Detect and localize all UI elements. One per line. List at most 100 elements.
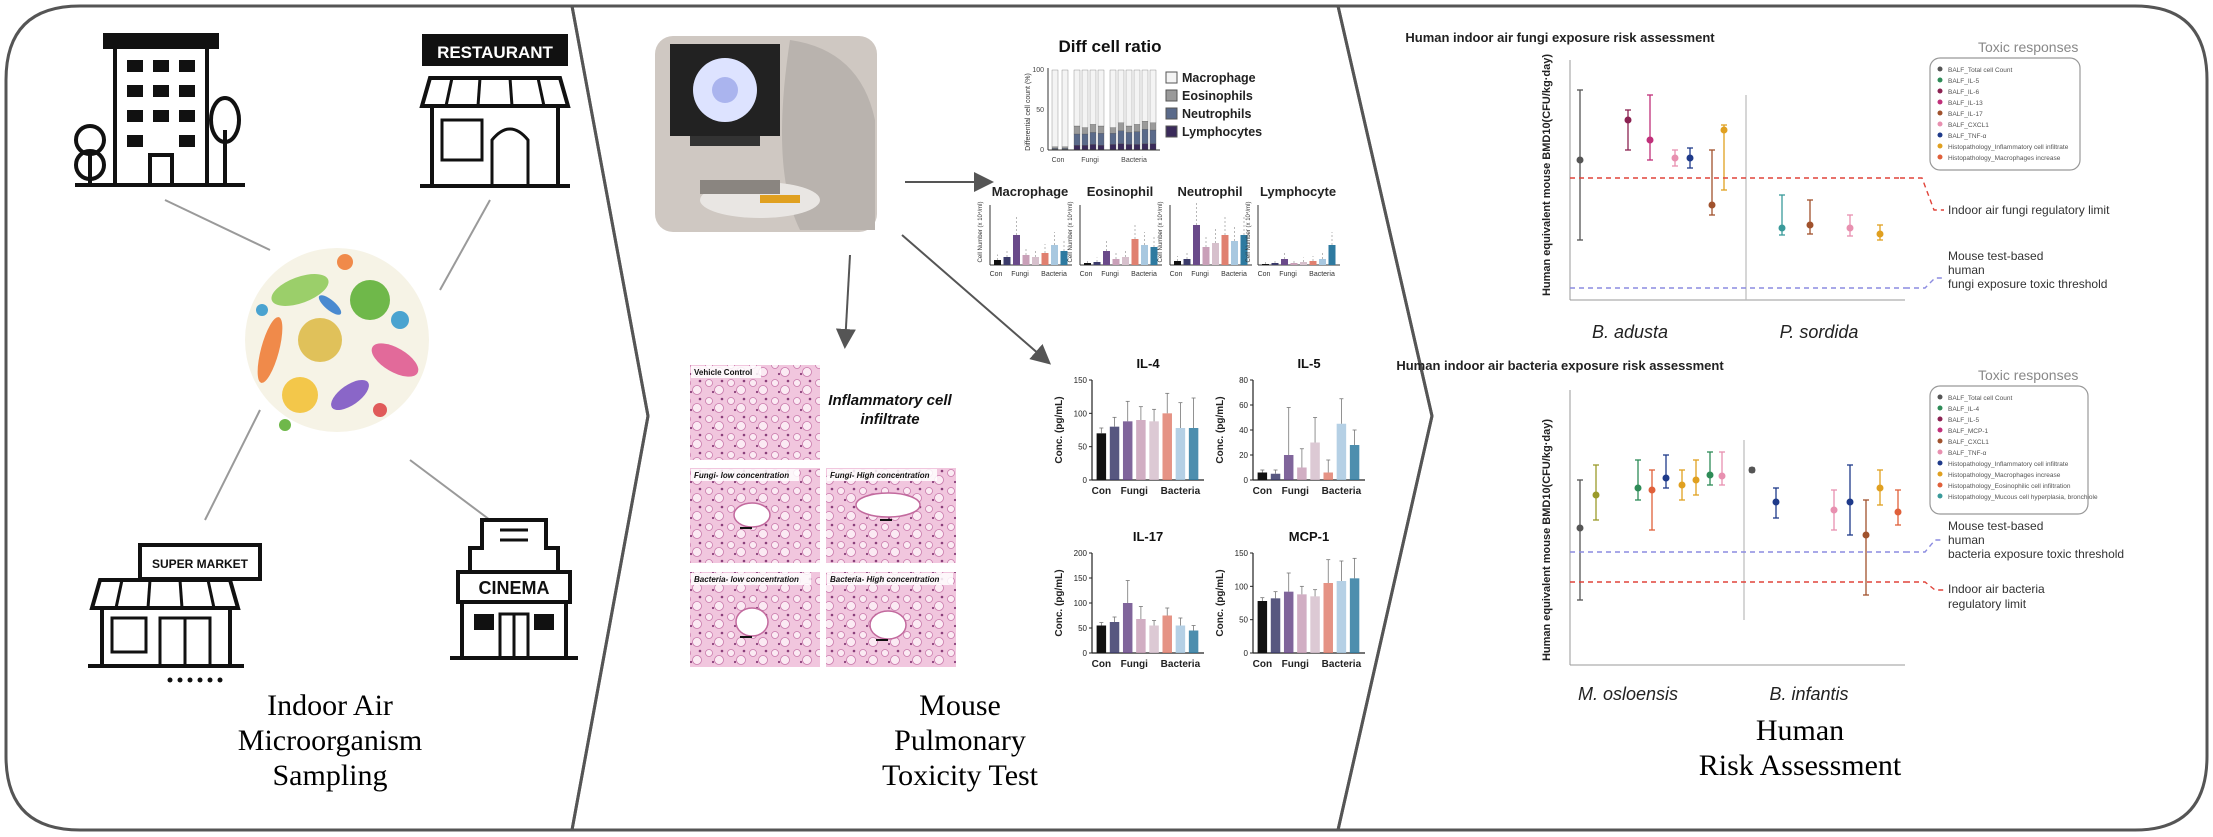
legend-item: BALF_IL-5: [1948, 417, 1979, 424]
cytokine-ytick: 150: [1074, 574, 1088, 583]
bacteria-risk-chart: Human indoor air bacteria exposure risk …: [1396, 358, 2124, 704]
cell-count-bar: [1231, 241, 1238, 265]
cytokine-bar: [1336, 581, 1347, 653]
cell-count-ylabel: Cell Number (x 10⁴/ml): [1067, 202, 1074, 263]
diff-ratio-ytick-50: 50: [1036, 107, 1044, 114]
bacteria-risk-ylabel: Human equivalent mouse BMD10(CFU/kg·day): [1541, 419, 1553, 661]
cytokine-bar: [1283, 591, 1294, 653]
fungi-species-1: B. adusta: [1592, 322, 1668, 342]
legend-item: BALF_MCP-1: [1948, 428, 1988, 435]
diff-ratio-bar-segment: [1125, 69, 1133, 127]
diff-ratio-bar-segment: [1073, 69, 1081, 127]
legend-eosinophils: Eosinophils: [1182, 89, 1253, 103]
diff-ratio-bar-segment: [1133, 144, 1141, 151]
legend-marker: [1937, 493, 1943, 499]
cell-count-bar: [1013, 235, 1020, 265]
cytokine-chart-title: MCP-1: [1289, 529, 1329, 544]
legend-item: Histopathology_Inflammatory cell infiltr…: [1948, 144, 2069, 151]
diff-ratio-bar-segment: [1061, 146, 1069, 149]
legend-item: Histopathology_Eosinophilic cell infiltr…: [1948, 483, 2071, 490]
cell-count-bar: [1271, 263, 1279, 265]
diff-ratio-title: Diff cell ratio: [1059, 37, 1162, 56]
bacteria-species-1: M. osloensis: [1578, 684, 1678, 704]
legend-macrophage: Macrophage: [1182, 71, 1256, 85]
diff-ratio-bar-segment: [1073, 145, 1081, 151]
histology-label-bacteria-low: Bacteria- low concentration: [694, 575, 799, 584]
legend-lymphocytes: Lymphocytes: [1182, 125, 1262, 139]
cytokine-ytick: 20: [1239, 451, 1248, 460]
legend-item: BALF_IL-13: [1948, 100, 1983, 107]
legend-neutrophils: Neutrophils: [1182, 107, 1251, 121]
fungi-legend: Toxic responses BALF_Total cell Count BAL…: [1929, 39, 2081, 171]
cytokine-ytick: 50: [1239, 616, 1248, 625]
cell-count-group-label: Con: [1170, 271, 1183, 278]
cytokine-group-label: Con: [1253, 486, 1272, 497]
cell-count-group-label: Fungi: [1101, 271, 1119, 278]
pulmonary-title-line1: Mouse: [919, 689, 1001, 722]
cytokine-ylabel: Conc. (pg/mL): [1215, 396, 1226, 463]
cytokine-bar: [1175, 625, 1186, 653]
cytokine-group-label: Fungi: [1282, 486, 1309, 497]
cytokine-ytick: 50: [1078, 624, 1087, 633]
legend-marker: [1937, 143, 1943, 149]
cytokine-group-label: Bacteria: [1322, 659, 1362, 670]
cytokine-ytick: 40: [1239, 426, 1248, 435]
risk-title-line2: Risk Assessment: [1699, 749, 1902, 782]
cell-count-bar: [1328, 245, 1336, 265]
legend-marker: [1937, 471, 1943, 477]
diff-ratio-bar-segment: [1141, 69, 1149, 122]
fungi-species-2: P. sordida: [1780, 322, 1859, 342]
cytokine-bar: [1297, 594, 1307, 653]
legend-marker: [1937, 99, 1943, 105]
cytokine-bar: [1162, 615, 1172, 653]
sampling-title-line2: Microorganism: [238, 724, 422, 757]
diff-ratio-bar-segment: [1109, 127, 1117, 134]
legend-item: BALF_Total cell Count: [1948, 395, 2013, 402]
cytokine-bar: [1096, 433, 1107, 480]
restaurant-icon: RESTAURANT: [419, 34, 571, 188]
cytokine-bar: [1136, 619, 1146, 653]
cytokine-bar: [1323, 472, 1333, 480]
diff-ratio-bar-segment: [1051, 69, 1059, 147]
diff-ratio-bar-segment: [1089, 124, 1097, 133]
risk-point-marker: [1706, 471, 1714, 479]
diff-ratio-bars: [1051, 69, 1157, 151]
cytokine-group-label: Bacteria: [1161, 486, 1201, 497]
cytokine-ytick: 150: [1074, 376, 1088, 385]
risk-point-marker: [1846, 224, 1854, 232]
diff-ratio-bar-segment: [1073, 125, 1081, 135]
bacteria-legend: Toxic responses BALF_Total cell Count BAL…: [1929, 367, 2098, 515]
legend-item: BALF_IL-4: [1948, 406, 1979, 413]
cell-count-bar: [1281, 259, 1288, 265]
cell-count-title: Neutrophil: [1178, 184, 1243, 199]
legend-marker: [1937, 482, 1943, 488]
cinema-icon: CINEMA: [450, 518, 578, 660]
diff-ratio-bar-segment: [1117, 130, 1125, 144]
cytokine-ytick: 0: [1244, 476, 1249, 485]
cell-count-group-label: Bacteria: [1041, 271, 1067, 278]
diff-ratio-bar-segment: [1081, 133, 1089, 146]
legend-item: Histopathology_Mucous cell hyperplasia, …: [1948, 494, 2098, 501]
diff-ratio-bar-segment: [1149, 143, 1157, 151]
cell-count-bar: [1032, 257, 1039, 265]
cytokine-group-label: Con: [1253, 659, 1272, 670]
fungi-risk-chart: Human indoor air fungi exposure risk ass…: [1405, 30, 2110, 342]
cytokine-bar: [1149, 625, 1159, 653]
diff-ratio-bar-segment: [1117, 69, 1125, 123]
cell-count-bar: [1051, 245, 1058, 265]
diff-ratio-bar-segment: [1089, 132, 1097, 145]
legend-item: BALF_TNF-α: [1948, 133, 1987, 140]
cell-count-bar: [1212, 243, 1219, 265]
risk-point-marker: [1678, 481, 1686, 489]
diff-ratio-bar-segment: [1141, 143, 1149, 151]
legend-marker: [1937, 110, 1943, 116]
cytokine-ytick: 60: [1239, 401, 1248, 410]
cell-count-bar: [1290, 263, 1298, 265]
risk-point-marker: [1708, 201, 1716, 209]
diff-ratio-bar-segment: [1117, 143, 1125, 151]
office-building-icon: [74, 33, 245, 187]
supermarket-sign: SUPER MARKET: [152, 557, 249, 571]
cytokine-bar: [1188, 630, 1199, 653]
cytokine-charts: IL-4 Conc. (pg/mL) 0 50 100 150 Con Fungi Bacter…: [1054, 356, 1365, 670]
